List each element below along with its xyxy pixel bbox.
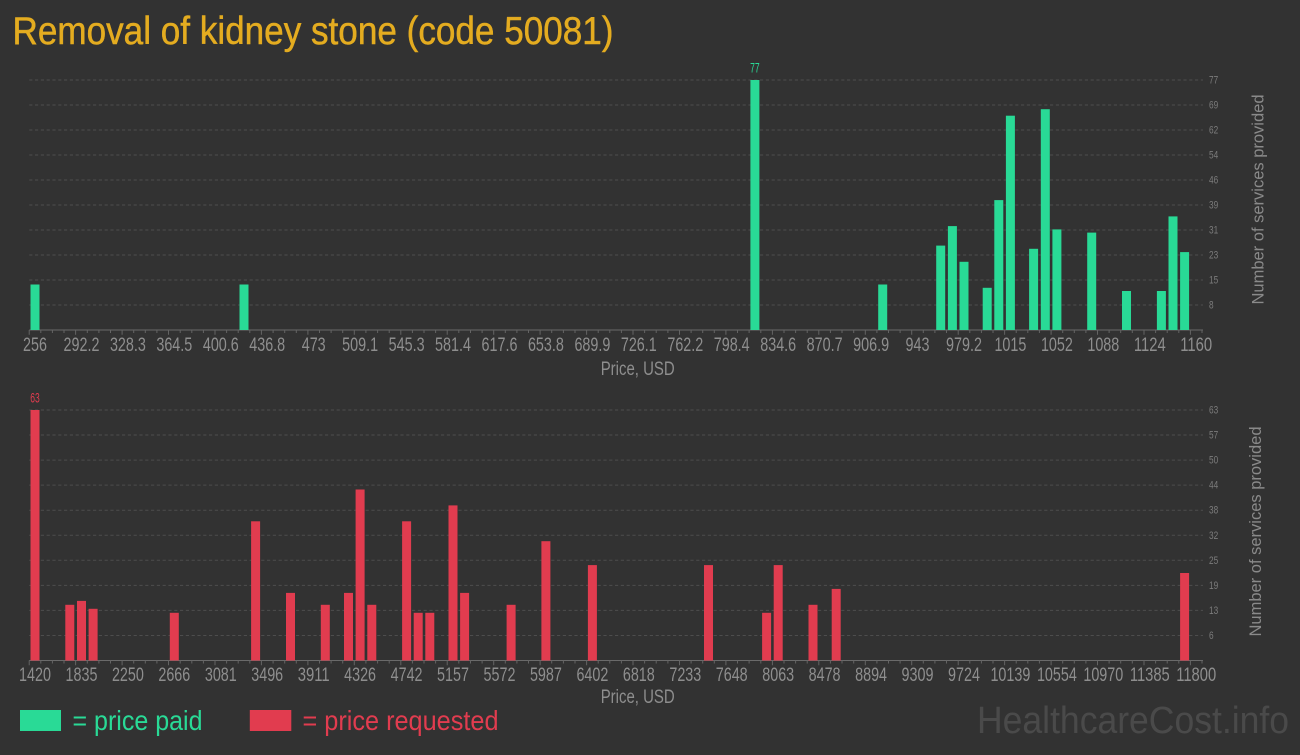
svg-text:2250: 2250: [112, 665, 144, 686]
svg-text:77: 77: [750, 59, 760, 75]
svg-text:8063: 8063: [762, 665, 794, 686]
svg-text:9724: 9724: [948, 665, 980, 686]
svg-text:10970: 10970: [1083, 665, 1123, 686]
svg-text:39: 39: [1209, 200, 1218, 212]
svg-text:1160: 1160: [1180, 335, 1212, 356]
svg-text:63: 63: [1209, 405, 1218, 417]
svg-text:3081: 3081: [205, 665, 237, 686]
svg-text:5157: 5157: [437, 665, 469, 686]
svg-text:8: 8: [1209, 300, 1214, 312]
svg-text:400.6: 400.6: [203, 335, 239, 356]
svg-text:9309: 9309: [902, 665, 934, 686]
svg-text:5572: 5572: [484, 665, 516, 686]
svg-text:44: 44: [1209, 480, 1218, 492]
svg-text:6818: 6818: [623, 665, 655, 686]
svg-text:436.8: 436.8: [249, 335, 285, 356]
svg-text:3911: 3911: [298, 665, 330, 686]
svg-text:870.7: 870.7: [807, 335, 843, 356]
svg-text:943: 943: [906, 335, 930, 356]
svg-text:= price paid: = price paid: [73, 705, 203, 736]
svg-text:292.2: 292.2: [64, 335, 100, 356]
svg-text:7233: 7233: [669, 665, 701, 686]
svg-text:364.5: 364.5: [156, 335, 192, 356]
svg-text:10139: 10139: [990, 665, 1030, 686]
svg-text:256: 256: [23, 335, 47, 356]
svg-text:62: 62: [1209, 125, 1218, 137]
svg-text:581.4: 581.4: [435, 335, 471, 356]
svg-text:38: 38: [1209, 505, 1218, 517]
svg-text:689.9: 689.9: [574, 335, 610, 356]
svg-text:Price, USD: Price, USD: [601, 687, 675, 708]
svg-text:Number of services provided: Number of services provided: [1249, 95, 1268, 305]
svg-text:4326: 4326: [344, 665, 376, 686]
svg-text:906.9: 906.9: [853, 335, 889, 356]
svg-text:1052: 1052: [1041, 335, 1073, 356]
svg-text:473: 473: [302, 335, 326, 356]
svg-text:Removal of kidney stone (code: Removal of kidney stone (code 50081): [13, 10, 614, 53]
svg-text:11800: 11800: [1176, 665, 1216, 686]
svg-text:617.6: 617.6: [482, 335, 518, 356]
svg-text:509.1: 509.1: [342, 335, 378, 356]
svg-text:Number of services provided: Number of services provided: [1246, 427, 1265, 637]
svg-text:6402: 6402: [576, 665, 608, 686]
svg-text:8478: 8478: [809, 665, 841, 686]
svg-text:54: 54: [1209, 150, 1218, 162]
svg-text:798.4: 798.4: [714, 335, 750, 356]
svg-text:15: 15: [1209, 275, 1218, 287]
svg-text:1835: 1835: [66, 665, 98, 686]
svg-text:HealthcareCost.info: HealthcareCost.info: [977, 700, 1289, 742]
svg-text:5987: 5987: [530, 665, 562, 686]
svg-text:726.1: 726.1: [621, 335, 657, 356]
svg-text:31: 31: [1209, 225, 1218, 237]
svg-text:10554: 10554: [1037, 665, 1077, 686]
svg-text:1124: 1124: [1134, 335, 1166, 356]
svg-text:6: 6: [1209, 630, 1214, 642]
svg-text:77: 77: [1209, 75, 1218, 87]
svg-text:762.2: 762.2: [667, 335, 703, 356]
svg-text:545.3: 545.3: [389, 335, 425, 356]
svg-text:23: 23: [1209, 250, 1218, 262]
svg-text:4742: 4742: [391, 665, 423, 686]
svg-text:46: 46: [1209, 175, 1218, 187]
svg-text:57: 57: [1209, 430, 1218, 442]
svg-text:1420: 1420: [19, 665, 51, 686]
svg-text:25: 25: [1209, 555, 1218, 567]
svg-text:Price, USD: Price, USD: [601, 359, 675, 380]
svg-text:63: 63: [30, 389, 40, 405]
svg-text:834.6: 834.6: [760, 335, 796, 356]
svg-text:328.3: 328.3: [110, 335, 146, 356]
svg-text:69: 69: [1209, 100, 1218, 112]
svg-text:1015: 1015: [994, 335, 1026, 356]
svg-text:50: 50: [1209, 455, 1218, 467]
svg-text:8894: 8894: [855, 665, 887, 686]
svg-text:= price requested: = price requested: [303, 705, 499, 736]
svg-text:2666: 2666: [158, 665, 190, 686]
svg-text:11385: 11385: [1130, 665, 1170, 686]
svg-text:979.2: 979.2: [946, 335, 982, 356]
svg-text:19: 19: [1209, 580, 1218, 592]
svg-text:13: 13: [1209, 605, 1218, 617]
svg-text:653.8: 653.8: [528, 335, 564, 356]
svg-text:1088: 1088: [1087, 335, 1119, 356]
svg-text:7648: 7648: [716, 665, 748, 686]
svg-text:3496: 3496: [251, 665, 283, 686]
svg-text:32: 32: [1209, 530, 1218, 542]
